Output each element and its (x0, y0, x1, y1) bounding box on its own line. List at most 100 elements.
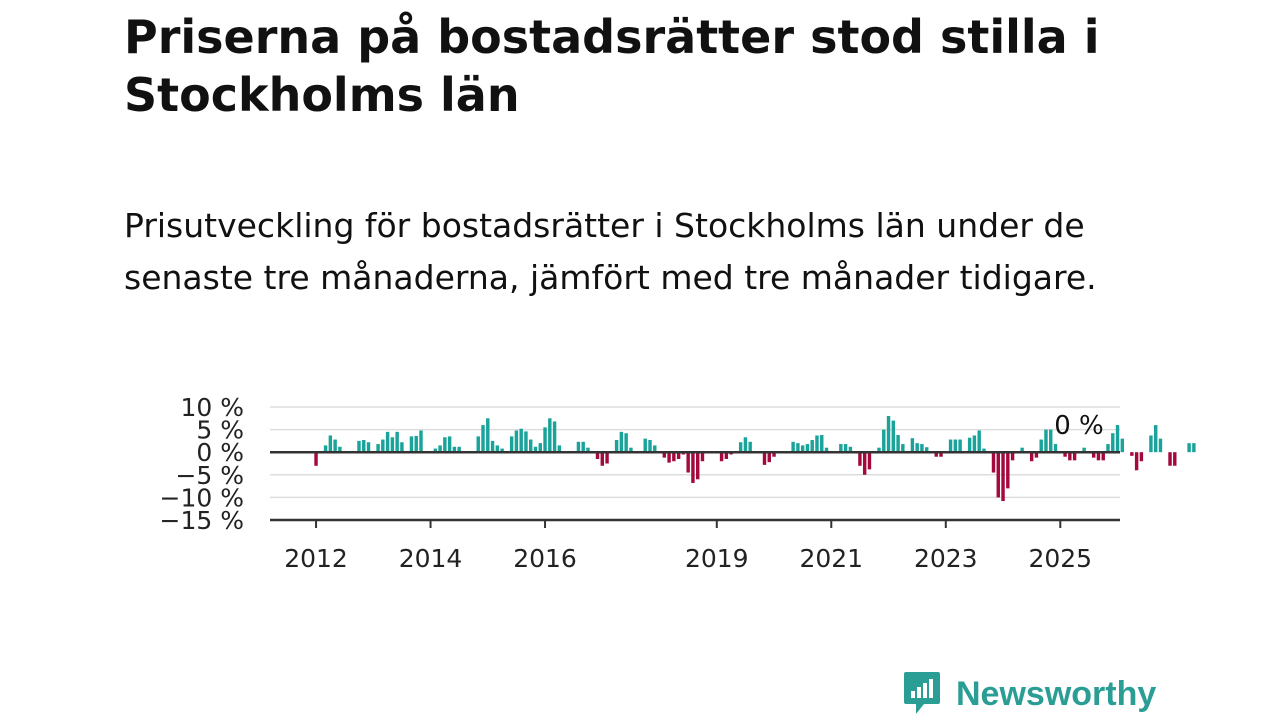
bar (1053, 444, 1058, 453)
bar (576, 441, 581, 453)
bar (1106, 444, 1110, 453)
x-tick-label: 2016 (513, 544, 577, 573)
bar (1029, 452, 1034, 462)
bar (676, 452, 681, 459)
axes (270, 450, 1120, 528)
bar (653, 445, 657, 453)
bar (314, 452, 318, 466)
bar (524, 431, 528, 453)
bar (409, 436, 414, 453)
bar (1101, 452, 1105, 461)
bar (824, 447, 829, 453)
bar (1049, 429, 1053, 453)
bar (500, 448, 504, 453)
bar (419, 430, 423, 453)
bar (1072, 452, 1077, 461)
bar (538, 443, 542, 453)
bar (719, 452, 724, 462)
bar (877, 447, 881, 453)
chart-title: Priserna på bostadsrätter stod stilla i … (124, 10, 1100, 122)
bar (447, 436, 452, 453)
bar (901, 444, 905, 453)
y-tick-label: 5 % (196, 416, 244, 445)
bar (1153, 425, 1158, 453)
bar (772, 452, 776, 457)
bar (815, 435, 819, 453)
bar (672, 452, 676, 462)
bar (839, 444, 843, 453)
bars (314, 416, 1196, 502)
bar (991, 452, 996, 473)
bar (882, 429, 886, 453)
bar (395, 431, 399, 453)
price-change-bar-chart: 10 %5 %0 %−5 %−10 %−15 %2012 2014 2016 2019… (160, 393, 1196, 573)
grid-lines (270, 406, 1120, 499)
bar (328, 435, 333, 453)
bar (333, 439, 337, 453)
bar (1039, 439, 1043, 453)
bar (1010, 452, 1015, 461)
bar (595, 452, 600, 459)
bar (767, 452, 771, 463)
bar (624, 433, 628, 453)
bar (390, 437, 395, 453)
bar (629, 447, 633, 453)
bar (385, 431, 390, 453)
bar (920, 444, 924, 453)
bar (452, 446, 457, 453)
bar (791, 441, 795, 453)
bar (953, 439, 958, 453)
bar (376, 444, 380, 453)
bar (529, 439, 533, 453)
bar (433, 448, 438, 453)
bar (967, 437, 972, 453)
bar (667, 452, 671, 463)
bar (619, 431, 624, 453)
bar (1082, 447, 1086, 453)
bar (1006, 452, 1010, 489)
bar (1063, 452, 1067, 457)
bar (581, 441, 585, 453)
bar (557, 445, 562, 453)
x-tick-label: 2019 (685, 544, 749, 573)
bar (323, 445, 328, 453)
bar (748, 441, 752, 453)
bar (357, 440, 361, 453)
bar (924, 447, 929, 453)
y-tick-label: −15 % (160, 506, 244, 535)
bar (958, 439, 962, 453)
y-tick-label: 10 % (180, 393, 244, 422)
bar (381, 439, 385, 453)
bar (867, 452, 872, 470)
bar (366, 442, 371, 453)
x-tick-label: 2023 (914, 544, 978, 573)
bar (509, 436, 514, 453)
bar (1192, 443, 1196, 453)
bar (977, 430, 981, 453)
bar (862, 452, 867, 475)
x-tick-label: 2021 (799, 544, 863, 573)
y-tick-label: −10 % (160, 483, 244, 512)
bar (915, 443, 919, 453)
bar (1001, 452, 1005, 502)
x-tick-label: 2012 (284, 544, 348, 573)
y-tick-label: −5 % (175, 461, 244, 490)
y-tick-label: 0 % (196, 438, 244, 467)
bar (519, 428, 523, 453)
bar (743, 437, 748, 453)
bar (1187, 443, 1191, 453)
bar (695, 452, 700, 480)
chart-subtitle: Prisutveckling för bostadsrätter i Stock… (124, 206, 1097, 297)
bar (939, 452, 943, 457)
bar (1168, 452, 1172, 466)
bar (648, 440, 652, 453)
bar (996, 452, 1000, 498)
bar (1034, 452, 1039, 458)
bar (438, 445, 442, 453)
bar (848, 446, 853, 453)
bar (1115, 425, 1120, 453)
bar (686, 452, 690, 473)
bar (934, 452, 938, 457)
bar (724, 452, 729, 459)
bar (972, 435, 977, 453)
